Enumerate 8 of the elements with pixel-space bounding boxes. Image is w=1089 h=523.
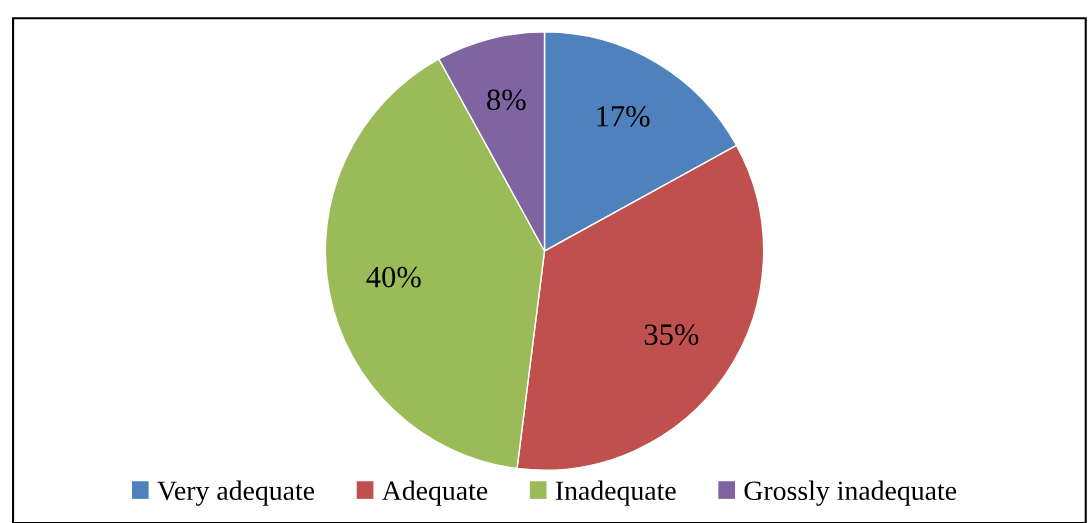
data-label: 40% xyxy=(366,266,421,288)
data-label: 8% xyxy=(487,89,526,111)
legend-label: Very adequate xyxy=(157,480,315,506)
legend-label: Grossly inadequate xyxy=(744,480,957,506)
legend-label: Adequate xyxy=(382,480,488,506)
data-label: 17% xyxy=(597,106,650,127)
data-label: 35% xyxy=(644,324,699,346)
legend-label: Inadequate xyxy=(555,480,676,506)
